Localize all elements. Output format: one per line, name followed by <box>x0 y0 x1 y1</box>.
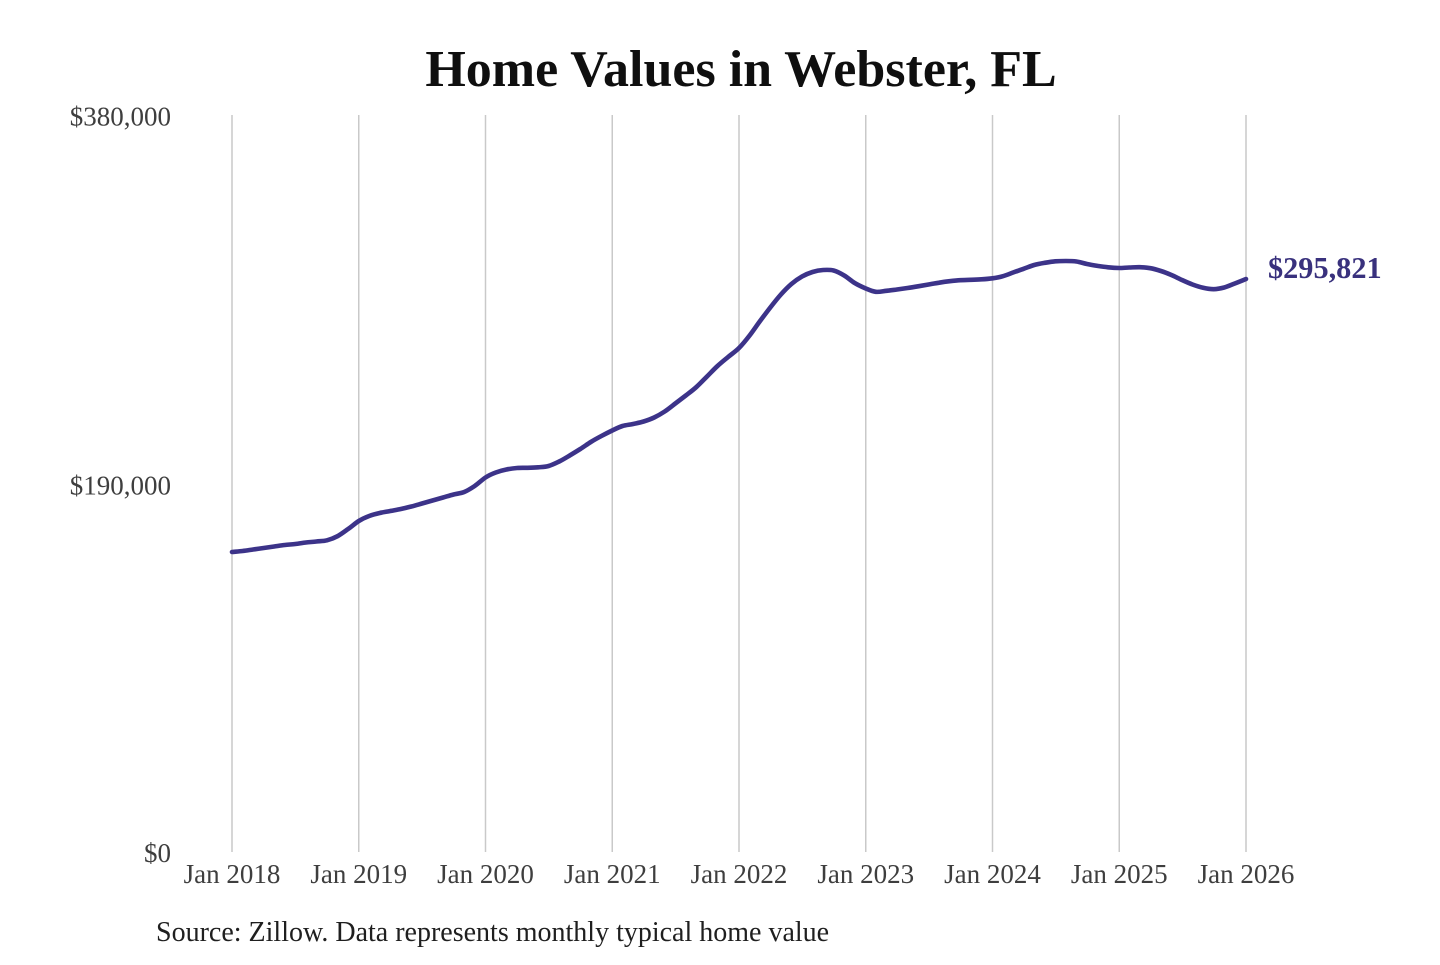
svg-text:Jan 2024: Jan 2024 <box>944 859 1041 889</box>
svg-text:Home Values in Webster, FL: Home Values in Webster, FL <box>425 41 1056 98</box>
svg-text:Jan 2021: Jan 2021 <box>564 859 661 889</box>
svg-text:Jan 2023: Jan 2023 <box>817 859 914 889</box>
svg-text:Jan 2018: Jan 2018 <box>184 859 281 889</box>
svg-text:$295,821: $295,821 <box>1268 251 1382 285</box>
svg-text:Jan 2025: Jan 2025 <box>1071 859 1168 889</box>
svg-text:Source: Zillow. Data represent: Source: Zillow. Data represents monthly … <box>156 917 829 948</box>
svg-text:Jan 2026: Jan 2026 <box>1198 859 1295 889</box>
svg-text:$380,000: $380,000 <box>70 102 171 132</box>
svg-text:Jan 2020: Jan 2020 <box>437 859 534 889</box>
svg-text:$190,000: $190,000 <box>70 471 171 501</box>
svg-text:$0: $0 <box>144 838 171 868</box>
svg-text:Jan 2019: Jan 2019 <box>310 859 407 889</box>
svg-text:Jan 2022: Jan 2022 <box>691 859 788 889</box>
